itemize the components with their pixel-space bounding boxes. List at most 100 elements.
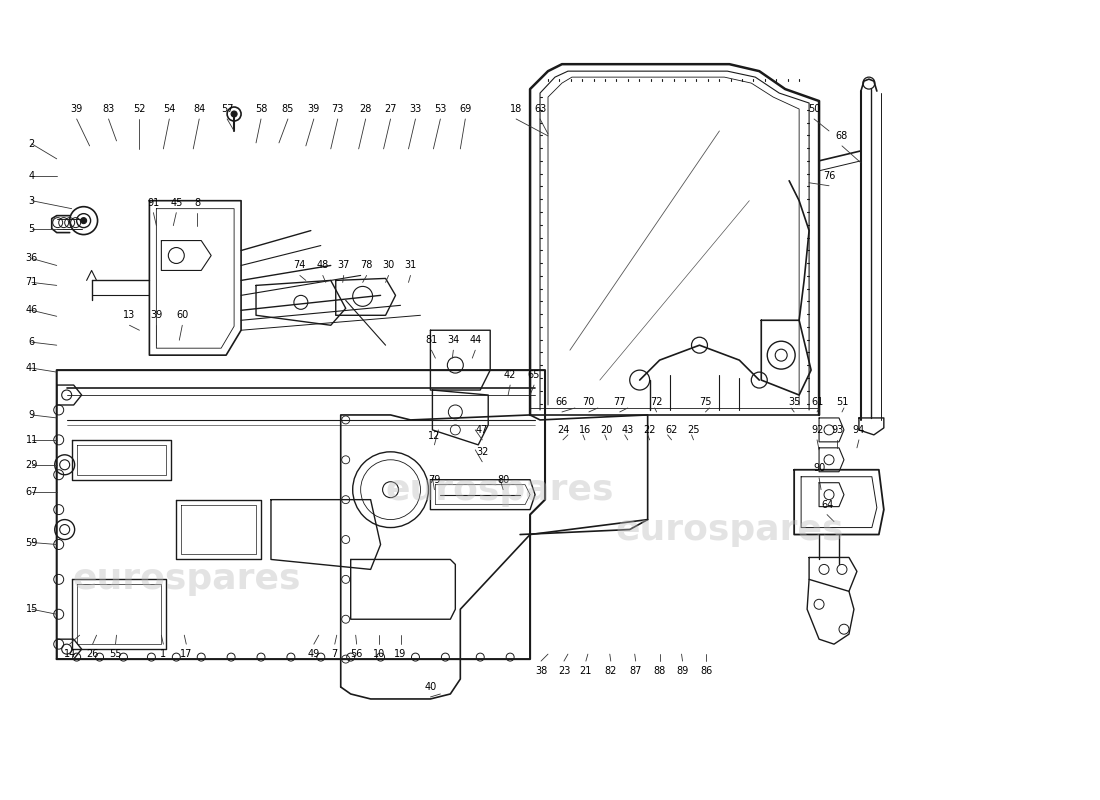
Text: 49: 49 (308, 649, 320, 659)
Text: 39: 39 (70, 104, 82, 114)
Text: 56: 56 (351, 649, 363, 659)
Text: 74: 74 (294, 261, 306, 270)
Text: 32: 32 (476, 447, 488, 457)
Text: 46: 46 (25, 306, 37, 315)
Text: 62: 62 (666, 425, 678, 435)
Text: 59: 59 (25, 538, 39, 547)
Text: 92: 92 (811, 425, 823, 435)
Text: 88: 88 (653, 666, 666, 676)
Text: 67: 67 (25, 486, 39, 497)
Text: 70: 70 (583, 397, 595, 407)
Text: 11: 11 (25, 435, 37, 445)
Text: 6: 6 (29, 338, 35, 347)
Text: 60: 60 (176, 310, 188, 320)
Text: 73: 73 (331, 104, 344, 114)
Text: 55: 55 (109, 649, 122, 659)
Text: 71: 71 (25, 278, 39, 287)
Text: 68: 68 (836, 131, 848, 141)
Text: 40: 40 (425, 682, 437, 692)
Text: 76: 76 (823, 170, 835, 181)
Text: 51: 51 (836, 397, 848, 407)
Text: 24: 24 (557, 425, 569, 435)
Text: eurospares: eurospares (615, 513, 844, 546)
Text: 90: 90 (813, 462, 825, 473)
Text: 83: 83 (102, 104, 114, 114)
Text: 16: 16 (579, 425, 591, 435)
Text: 17: 17 (180, 649, 192, 659)
Text: 34: 34 (448, 335, 460, 346)
Text: 26: 26 (87, 649, 99, 659)
Text: 1: 1 (161, 649, 166, 659)
Text: 89: 89 (676, 666, 689, 676)
Text: 8: 8 (195, 198, 200, 208)
Text: 84: 84 (194, 104, 206, 114)
Text: 65: 65 (528, 370, 540, 380)
Text: 63: 63 (534, 104, 547, 114)
Text: 31: 31 (405, 261, 417, 270)
Text: 20: 20 (601, 425, 613, 435)
Text: 19: 19 (395, 649, 407, 659)
Text: 69: 69 (459, 104, 472, 114)
Text: eurospares: eurospares (72, 562, 300, 596)
Text: 23: 23 (558, 666, 570, 676)
Text: 22: 22 (644, 425, 656, 435)
Text: 39: 39 (308, 104, 320, 114)
Text: 3: 3 (29, 196, 35, 206)
Text: 64: 64 (821, 500, 833, 510)
Text: 47: 47 (476, 425, 488, 435)
Text: 72: 72 (650, 397, 663, 407)
Text: 43: 43 (621, 425, 634, 435)
Text: 30: 30 (383, 261, 395, 270)
Text: 42: 42 (504, 370, 516, 380)
Text: 2: 2 (29, 139, 35, 149)
Text: 94: 94 (852, 425, 865, 435)
Text: 14: 14 (64, 649, 76, 659)
Text: 50: 50 (807, 104, 821, 114)
Text: 27: 27 (384, 104, 397, 114)
Text: 75: 75 (700, 397, 712, 407)
Text: 52: 52 (133, 104, 145, 114)
Text: 10: 10 (373, 649, 385, 659)
Text: 12: 12 (428, 431, 441, 441)
Text: 4: 4 (29, 170, 35, 181)
Text: 81: 81 (426, 335, 438, 346)
Text: 87: 87 (629, 666, 642, 676)
Text: 53: 53 (434, 104, 447, 114)
Text: 39: 39 (151, 310, 163, 320)
Text: 21: 21 (580, 666, 592, 676)
Text: 37: 37 (338, 261, 350, 270)
Text: 91: 91 (147, 198, 160, 208)
Text: 93: 93 (830, 425, 843, 435)
Text: 36: 36 (25, 254, 37, 263)
Text: 45: 45 (170, 198, 183, 208)
Text: 33: 33 (409, 104, 421, 114)
Text: 44: 44 (469, 335, 482, 346)
Text: 78: 78 (361, 261, 373, 270)
Text: 66: 66 (556, 397, 568, 407)
Text: 18: 18 (510, 104, 522, 114)
Text: 13: 13 (123, 310, 135, 320)
Text: eurospares: eurospares (386, 473, 615, 506)
Circle shape (231, 111, 238, 117)
Text: 38: 38 (535, 666, 547, 676)
Text: 58: 58 (255, 104, 267, 114)
Text: 85: 85 (282, 104, 294, 114)
Text: 48: 48 (317, 261, 329, 270)
Text: 86: 86 (701, 666, 713, 676)
Text: 54: 54 (163, 104, 176, 114)
Text: 79: 79 (428, 474, 441, 485)
Text: 29: 29 (25, 460, 39, 470)
Text: 35: 35 (788, 397, 801, 407)
Text: 80: 80 (497, 474, 509, 485)
Text: 15: 15 (25, 604, 39, 614)
Text: 57: 57 (221, 104, 233, 114)
Text: 5: 5 (29, 223, 35, 234)
Text: 41: 41 (25, 363, 37, 373)
Text: 28: 28 (360, 104, 372, 114)
Text: 9: 9 (29, 410, 35, 420)
Text: 82: 82 (605, 666, 617, 676)
Text: 77: 77 (614, 397, 626, 407)
Text: 25: 25 (688, 425, 700, 435)
Text: 61: 61 (811, 397, 823, 407)
Circle shape (80, 218, 87, 224)
